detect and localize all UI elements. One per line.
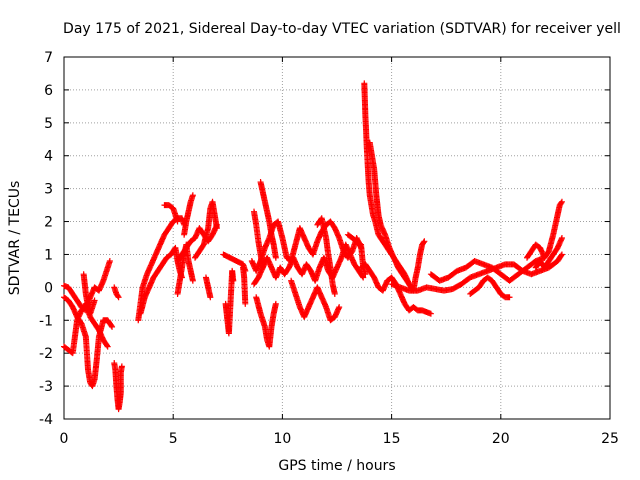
data-point: [558, 198, 565, 205]
y-tick-label: 7: [44, 50, 53, 66]
y-tick-label: 5: [44, 116, 53, 132]
y-tick-label: 2: [44, 215, 53, 231]
data-point: [272, 254, 279, 261]
y-tick-label: 6: [44, 83, 53, 99]
data-point: [189, 277, 196, 284]
y-tick-label: -1: [39, 313, 53, 329]
y-tick-labels: -4 -3 -2 -1 0 1 2 3 4 5 6 7: [39, 50, 53, 428]
data-point: [558, 252, 565, 259]
data-point: [106, 258, 113, 265]
data-point: [421, 238, 428, 245]
data-point: [174, 218, 181, 225]
data-point: [362, 271, 369, 278]
data-point: [558, 235, 565, 241]
data-point: [420, 239, 427, 246]
x-tick-labels: 0 5 10 15 20 25: [60, 431, 619, 447]
data-point: [109, 323, 116, 330]
x-tick-label: 10: [273, 431, 291, 447]
data-point: [331, 290, 338, 297]
data-point: [115, 294, 122, 301]
y-tick-label: -4: [39, 412, 53, 428]
x-tick-label: 15: [383, 431, 401, 447]
x-tick-label: 25: [601, 431, 619, 447]
data-point: [336, 304, 343, 311]
data-point: [118, 363, 125, 370]
data-point: [427, 310, 434, 317]
y-tick-label: 3: [44, 182, 53, 198]
y-tick-label: -3: [39, 379, 53, 395]
data-point: [558, 251, 565, 258]
data-point: [259, 264, 266, 271]
y-tick-label: 1: [44, 247, 53, 263]
data-point: [108, 322, 115, 329]
axis-ticks: [63, 56, 611, 420]
data-point: [272, 300, 279, 307]
data-points: [61, 80, 565, 413]
y-tick-label: -2: [39, 346, 53, 362]
y-axis-label: SDTVAR / TECUs: [7, 181, 23, 296]
data-point: [360, 274, 367, 281]
x-tick-label: 20: [492, 431, 510, 447]
data-point: [242, 300, 249, 307]
data-point: [189, 192, 196, 199]
y-tick-label: 4: [44, 149, 53, 165]
data-point: [104, 343, 111, 350]
data-point: [230, 277, 237, 284]
data-point: [506, 294, 513, 301]
data-point: [558, 199, 565, 206]
data-point: [213, 225, 220, 232]
chart-title: Day 175 of 2021, Sidereal Day-to-day VTE…: [63, 21, 621, 37]
data-point: [114, 293, 121, 300]
x-tick-label: 0: [60, 431, 69, 447]
plot-frame: [63, 56, 611, 420]
x-tick-label: 5: [169, 431, 178, 447]
data-point: [207, 294, 214, 301]
data-point: [91, 297, 98, 304]
y-tick-label: 0: [44, 280, 53, 296]
x-axis-label: GPS time / hours: [278, 458, 395, 474]
data-point: [103, 342, 110, 349]
